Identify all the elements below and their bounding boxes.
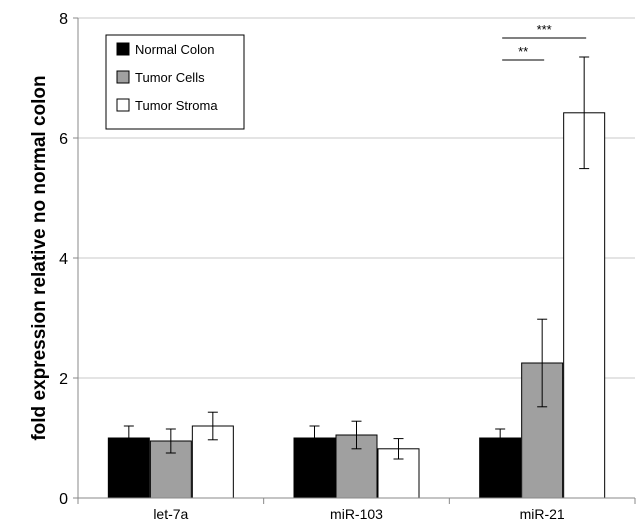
significance-annotations: ***** (502, 22, 587, 61)
category-labels: let-7a miR-103 miR-21 (77, 498, 636, 522)
legend: Normal Colon Tumor Cells Tumor Stroma (105, 34, 245, 130)
y-tick-label: 6 (59, 131, 68, 148)
legend-swatch (116, 98, 130, 112)
category-label: miR-103 (330, 506, 383, 522)
legend-swatch (116, 42, 130, 56)
y-tick-label: 2 (59, 371, 68, 388)
category-label: let-7a (153, 506, 188, 522)
legend-label: Tumor Stroma (135, 98, 218, 113)
y-tick-label: 8 (59, 11, 68, 28)
legend-label: Tumor Cells (135, 70, 205, 85)
y-tick-labels: 0 2 4 6 8 (59, 11, 78, 508)
legend-swatch (116, 70, 130, 84)
category-label: miR-21 (520, 506, 565, 522)
bar (563, 112, 606, 499)
significance-stars: ** (518, 44, 528, 59)
y-tick-label: 0 (59, 491, 68, 508)
y-axis-label: fold expression relative no normal colon (29, 75, 50, 440)
y-tick-label: 4 (59, 251, 68, 268)
significance-stars: *** (537, 22, 552, 37)
legend-label: Normal Colon (135, 42, 214, 57)
